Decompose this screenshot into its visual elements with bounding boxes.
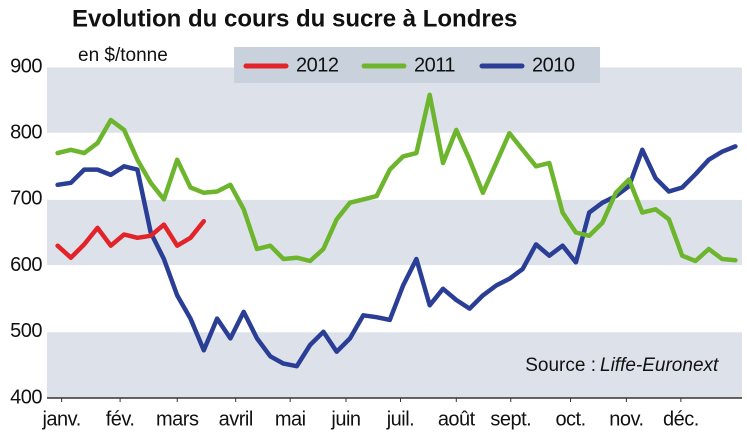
x-tick-label: mars xyxy=(156,408,199,430)
legend-label: 2010 xyxy=(532,54,575,76)
y-tick-label: 800 xyxy=(10,121,42,143)
source: Liffe-Euronext xyxy=(600,355,719,376)
legend-label: 2012 xyxy=(296,54,339,76)
y-tick-label: 700 xyxy=(10,188,42,210)
x-tick-label: août xyxy=(438,408,476,430)
x-tick-label: nov. xyxy=(609,408,643,430)
series-line xyxy=(55,92,738,264)
x-tick-label: janv. xyxy=(41,408,80,430)
legend-label: 2011 xyxy=(414,54,455,76)
chart-title: Evolution du cours du sucre à Londres xyxy=(72,5,517,32)
x-tick-label: déc. xyxy=(663,408,699,430)
x-tick-label: oct. xyxy=(555,408,585,430)
x-tick-label: mai xyxy=(275,408,306,430)
x-tick-label: juil. xyxy=(386,408,415,430)
band xyxy=(47,265,742,332)
x-tick-label: juin xyxy=(330,408,360,430)
legend-box xyxy=(234,47,600,83)
y-tick-label: 500 xyxy=(10,320,42,342)
y-tick-label: 900 xyxy=(10,55,42,77)
y-tick-label: 400 xyxy=(10,386,42,408)
chart-subtitle: en $/tonne xyxy=(78,45,168,66)
series-line xyxy=(55,218,207,260)
x-tick-label: sept. xyxy=(490,408,531,430)
x-tick-label: avril xyxy=(219,408,253,430)
source-label: Source : xyxy=(525,355,596,376)
plot-area xyxy=(47,66,742,402)
y-tick-label: 600 xyxy=(10,254,42,276)
band xyxy=(47,331,742,398)
series-line xyxy=(55,144,738,369)
x-tick-label: fév. xyxy=(106,408,135,430)
legend: 2012 2011 2010 xyxy=(243,54,575,76)
